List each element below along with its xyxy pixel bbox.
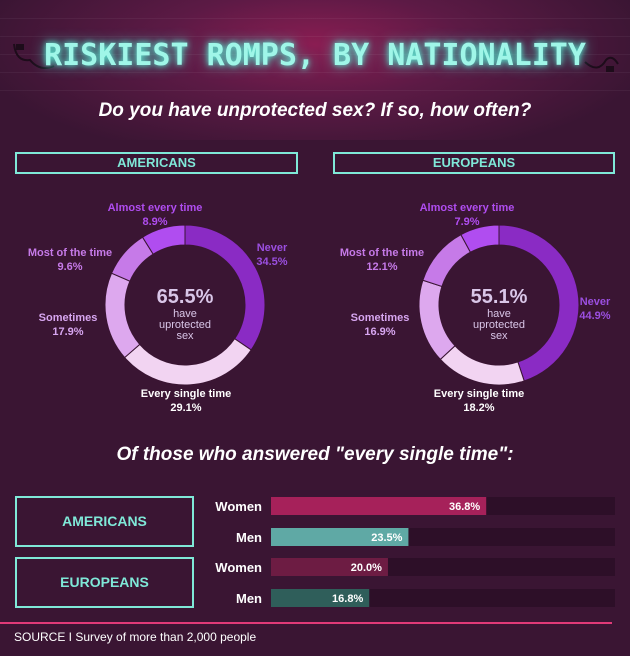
brick-line bbox=[0, 36, 630, 37]
slice-label: Almost every time bbox=[108, 202, 203, 214]
slice-value-label: 29.1% bbox=[170, 402, 201, 414]
donut-center-text: sex bbox=[490, 330, 508, 342]
source-note: SOURCE I Survey of more than 2,000 peopl… bbox=[14, 630, 257, 644]
source-divider bbox=[0, 622, 612, 624]
bar-value-label: 16.8% bbox=[332, 593, 363, 605]
donut-center-text: uprotected bbox=[473, 319, 525, 331]
slice-almost-every-time bbox=[460, 224, 500, 253]
europeans-pie-title: EUROPEANS bbox=[333, 152, 615, 174]
slice-almost-every-time bbox=[141, 224, 186, 255]
bar-row-americans-men: Men 23.5% bbox=[236, 528, 615, 546]
slice-value-label: 34.5% bbox=[256, 256, 287, 268]
europeans-bar-group-label: EUROPEANS bbox=[15, 557, 194, 608]
bar-category-label: Men bbox=[236, 530, 262, 545]
slice-label: Sometimes bbox=[351, 312, 410, 324]
header-background bbox=[0, 0, 630, 140]
bar bbox=[271, 528, 409, 546]
slice-label: Almost every time bbox=[420, 202, 515, 214]
americans-bar-group-label: AMERICANS bbox=[15, 496, 194, 547]
slice-value-label: 18.2% bbox=[463, 402, 494, 414]
slice-label: Every single time bbox=[141, 388, 232, 400]
slice-label: Most of the time bbox=[28, 247, 112, 259]
bar bbox=[271, 589, 370, 607]
brick-line bbox=[0, 72, 630, 73]
donut-center-text: sex bbox=[176, 330, 194, 342]
bar-value-label: 36.8% bbox=[449, 501, 480, 513]
slice-value-label: 12.1% bbox=[366, 261, 397, 273]
bar-value-label: 20.0% bbox=[351, 562, 382, 574]
slice-value-label: 7.9% bbox=[454, 216, 479, 228]
bar-row-americans-women: Women 36.8% bbox=[215, 497, 615, 515]
donut-center-text: have bbox=[487, 308, 511, 320]
bar-value-label: 23.5% bbox=[371, 532, 402, 544]
donut-charts: Never 34.5% Every single time 29.1% Sometime… bbox=[28, 202, 611, 414]
main-title: RISKIEST ROMPS, BY NATIONALITY bbox=[44, 38, 586, 73]
donut-center-value: 55.1% bbox=[471, 286, 528, 308]
americans-pie-title: AMERICANS bbox=[15, 152, 298, 174]
bar bbox=[271, 497, 487, 515]
slice-value-label: 44.9% bbox=[579, 310, 610, 322]
bar bbox=[271, 558, 388, 576]
bar-category-label: Men bbox=[236, 591, 262, 606]
donut-center-text: have bbox=[173, 308, 197, 320]
bar-row-europeans-women: Women 20.0% bbox=[215, 558, 615, 576]
donut-center-value: 65.5% bbox=[157, 286, 214, 308]
bar-row-europeans-men: Men 16.8% bbox=[236, 589, 615, 607]
brick-line bbox=[0, 54, 630, 55]
slice-value-label: 16.9% bbox=[364, 326, 395, 338]
brick-line bbox=[0, 90, 630, 91]
neon-wires bbox=[13, 43, 619, 72]
slice-value-label: 8.9% bbox=[142, 216, 167, 228]
slice-label: Every single time bbox=[434, 388, 525, 400]
brick-line bbox=[0, 18, 630, 19]
slice-label: Most of the time bbox=[340, 247, 424, 259]
slice-value-label: 17.9% bbox=[52, 326, 83, 338]
slice-label: Never bbox=[257, 242, 288, 254]
donut-center-text: uprotected bbox=[159, 319, 211, 331]
every-time-heading: Of those who answered "every single time… bbox=[116, 444, 514, 465]
bar-category-label: Women bbox=[215, 499, 262, 514]
bar-category-label: Women bbox=[215, 560, 262, 575]
donut-chart-americans: Never 34.5% Every single time 29.1% Sometime… bbox=[28, 202, 288, 414]
question-heading: Do you have unprotected sex? If so, how … bbox=[98, 100, 532, 121]
slice-label: Sometimes bbox=[39, 312, 98, 324]
donut-chart-europeans: Never 44.9% Every single time 18.2% Sometime… bbox=[340, 202, 611, 414]
slice-value-label: 9.6% bbox=[57, 261, 82, 273]
slice-label: Never bbox=[580, 296, 611, 308]
